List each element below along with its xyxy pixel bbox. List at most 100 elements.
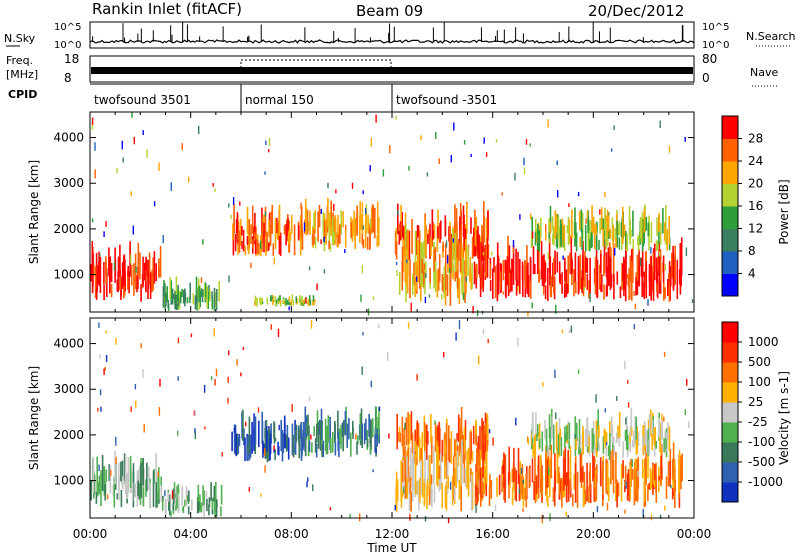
- echo-mark: [579, 447, 582, 483]
- echo-speckle: [495, 139, 498, 143]
- x-tick-label: 20:00: [576, 527, 611, 541]
- echo-mark: [248, 438, 251, 455]
- echo-mark: [181, 485, 184, 506]
- echo-mark: [618, 435, 621, 447]
- echo-mark: [459, 417, 461, 450]
- echo-mark: [591, 428, 594, 453]
- echo-mark: [279, 232, 282, 256]
- echo-speckle: [616, 396, 618, 401]
- echo-mark: [261, 300, 264, 305]
- echo-speckle: [424, 516, 427, 522]
- echo-speckle: [586, 210, 589, 219]
- echo-mark: [369, 218, 372, 229]
- echo-mark: [207, 291, 209, 309]
- echo-mark: [481, 467, 483, 501]
- echo-mark: [286, 425, 289, 451]
- echo-speckle: [445, 240, 448, 248]
- echo-speckle: [428, 294, 431, 298]
- echo-mark: [655, 462, 657, 493]
- echo-mark: [139, 252, 141, 280]
- echo-mark: [609, 257, 612, 291]
- echo-mark: [354, 219, 357, 249]
- y-tick-label: 3000: [53, 382, 84, 396]
- echo-speckle: [323, 236, 325, 243]
- echo-mark: [473, 261, 476, 285]
- echo-mark: [604, 430, 607, 449]
- echo-speckle: [275, 233, 277, 238]
- echo-mark: [434, 247, 437, 271]
- echo-mark: [254, 300, 256, 306]
- echo-mark: [460, 486, 462, 512]
- echo-mark: [647, 222, 650, 237]
- echo-mark: [667, 279, 669, 296]
- echo-mark: [325, 219, 327, 245]
- echo-mark: [281, 429, 284, 462]
- echo-mark: [598, 239, 600, 250]
- echo-speckle: [164, 490, 166, 497]
- nsky-strip: N.Sky 10^5 10^0 10^5 10^0 N.Search: [4, 21, 796, 51]
- echo-speckle: [146, 149, 148, 158]
- echo-speckle: [233, 427, 236, 433]
- echo-speckle: [182, 507, 184, 512]
- echo-speckle: [605, 441, 608, 446]
- echo-mark: [598, 425, 600, 438]
- echo-speckle: [194, 411, 196, 417]
- echo-speckle: [691, 299, 694, 303]
- echo-mark: [406, 255, 409, 294]
- echo-mark: [607, 247, 610, 287]
- echo-mark: [552, 424, 555, 454]
- echo-speckle: [659, 120, 661, 128]
- echo-speckle: [103, 368, 105, 375]
- echo-mark: [641, 218, 643, 230]
- echo-mark: [420, 285, 422, 302]
- colorbar-tick-label: 25: [748, 395, 763, 409]
- echo-mark: [339, 224, 341, 244]
- echo-mark: [270, 423, 272, 444]
- echo-mark: [618, 221, 621, 235]
- cpid-strip: CPID twofsound 3501 normal 150 twofsound -…: [8, 83, 694, 112]
- echo-mark: [318, 205, 321, 228]
- echo-mark: [659, 423, 661, 453]
- echo-mark: [575, 281, 577, 294]
- echo-mark: [321, 444, 323, 457]
- echo-speckle: [307, 477, 309, 482]
- echo-mark: [497, 258, 500, 295]
- echo-mark: [408, 414, 411, 444]
- echo-mark: [412, 273, 414, 296]
- echo-mark: [631, 265, 633, 301]
- echo-speckle: [134, 384, 137, 390]
- cpid-mode-label: normal 150: [245, 93, 314, 107]
- echo-mark: [647, 452, 649, 479]
- echo-speckle: [115, 436, 117, 446]
- echo-speckle: [627, 379, 629, 384]
- echo-mark: [371, 204, 374, 233]
- echo-speckle: [344, 249, 346, 253]
- echo-mark: [564, 447, 567, 487]
- echo-mark: [447, 475, 449, 489]
- echo-mark: [276, 217, 278, 234]
- echo-mark: [376, 235, 379, 248]
- echo-mark: [610, 416, 613, 437]
- echo-mark: [274, 218, 277, 250]
- echo-mark: [410, 411, 413, 440]
- echo-mark: [526, 245, 528, 285]
- echo-mark: [433, 224, 436, 239]
- echo-speckle: [365, 207, 367, 215]
- echo-mark: [428, 480, 431, 505]
- echo-mark: [364, 221, 367, 248]
- echo-mark: [588, 280, 590, 299]
- echo-mark: [535, 475, 538, 495]
- echo-speckle: [214, 188, 216, 192]
- echo-mark: [461, 249, 463, 284]
- echo-speckle: [611, 148, 613, 152]
- echo-mark: [485, 466, 487, 490]
- echo-mark: [512, 245, 515, 285]
- echo-mark: [453, 455, 455, 501]
- echo-mark: [375, 406, 377, 435]
- echo-mark: [401, 416, 404, 447]
- echo-mark: [642, 219, 645, 247]
- echo-mark: [464, 260, 466, 303]
- echo-mark: [589, 236, 591, 252]
- colorbar-segment: [722, 138, 738, 162]
